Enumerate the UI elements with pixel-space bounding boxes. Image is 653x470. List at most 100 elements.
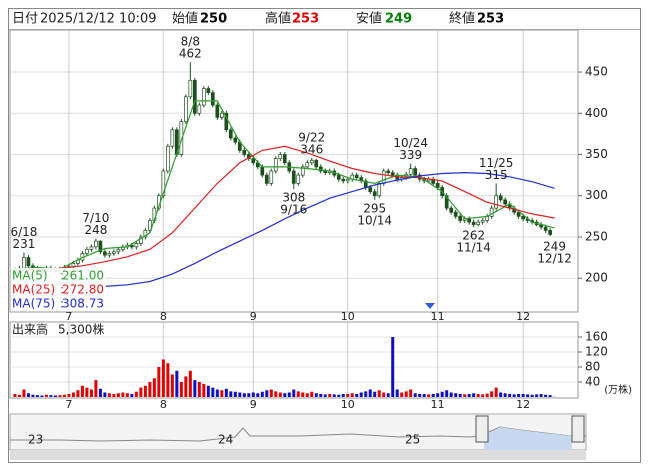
volume-bar xyxy=(188,370,192,397)
candle-body xyxy=(98,240,103,253)
volume-pane xyxy=(9,321,579,399)
volume-bar xyxy=(152,378,156,397)
x-tick-label: 11 xyxy=(431,398,445,411)
x-tick-label: 12 xyxy=(516,398,530,411)
candle-body xyxy=(458,216,463,221)
volume-bar xyxy=(103,392,107,397)
x-tick-label: 8 xyxy=(160,398,167,411)
annotation-date: 9/22 xyxy=(298,130,325,144)
volume-bar xyxy=(107,393,111,397)
candle-body xyxy=(296,174,301,184)
x-tick-label: 7 xyxy=(65,398,72,411)
volume-bar xyxy=(458,394,462,397)
marker xyxy=(425,303,435,309)
volume-bar xyxy=(548,395,552,397)
volume-bar xyxy=(233,391,237,397)
volume-bar xyxy=(283,393,287,397)
candle-body xyxy=(130,244,134,248)
header-value: 250 xyxy=(200,12,227,27)
volume-title: 出来高 xyxy=(12,322,48,337)
volume-bar xyxy=(89,389,93,397)
volume-bar xyxy=(499,392,503,397)
candle-body xyxy=(26,257,31,267)
y-tick-label: 250 xyxy=(585,229,608,243)
volume-bar xyxy=(503,393,507,397)
volume-bar xyxy=(67,394,71,397)
volume-bar xyxy=(440,391,444,397)
candle-body xyxy=(548,230,552,235)
volume-bar xyxy=(31,394,35,397)
volume-bar xyxy=(179,382,183,397)
candle-body xyxy=(197,104,202,114)
volume-bar xyxy=(292,389,296,397)
volume-bar xyxy=(476,394,480,397)
volume-bar xyxy=(436,393,440,397)
annotation-date: 11/25 xyxy=(479,156,514,170)
annotation-date: 12/12 xyxy=(537,251,572,265)
header-label: 始値 xyxy=(172,11,198,27)
annotation-date: 10/14 xyxy=(357,213,392,227)
annotation-value: 248 xyxy=(84,223,107,237)
candle-body xyxy=(170,129,175,147)
volume-bar xyxy=(512,394,516,397)
y-tick-label: 160 xyxy=(585,330,608,344)
candle-body xyxy=(166,145,170,172)
frame xyxy=(8,8,641,463)
volume-bar xyxy=(85,387,89,397)
volume-bar xyxy=(94,380,98,397)
volume-bar xyxy=(319,394,323,397)
volume-bar xyxy=(202,383,206,397)
volume-bar xyxy=(314,393,318,397)
annotation-value: 346 xyxy=(300,142,323,156)
volume-bar xyxy=(197,382,201,397)
y-tick-label: 80 xyxy=(585,360,600,374)
volume-bar xyxy=(58,395,62,397)
volume-bar xyxy=(422,394,426,397)
price-pane xyxy=(9,29,579,313)
header-value: 253 xyxy=(292,12,319,27)
volume-bar xyxy=(350,393,354,397)
navigator-handle[interactable] xyxy=(475,415,489,443)
navigator-handle[interactable] xyxy=(571,415,585,443)
volume-unit: (万株) xyxy=(604,383,632,396)
volume-bar xyxy=(517,394,521,397)
volume-bar xyxy=(413,393,417,397)
volume-latest: 5,300株 xyxy=(58,322,104,337)
volume-bar xyxy=(418,394,422,397)
candle-body xyxy=(161,170,166,197)
candle-body xyxy=(476,221,481,225)
candle-body xyxy=(278,154,283,159)
candle-body xyxy=(192,79,197,114)
legend-name: MA(5) xyxy=(12,269,48,283)
volume-bar xyxy=(170,374,174,397)
candle-body xyxy=(368,187,373,192)
volume-bar xyxy=(395,389,399,397)
candle-body xyxy=(354,174,359,178)
scrollbar[interactable] xyxy=(10,450,586,460)
candle-body xyxy=(467,218,472,223)
volume-bar xyxy=(44,394,48,397)
x-tick-label: 12 xyxy=(516,310,530,323)
candle-body xyxy=(251,158,256,164)
volume-bar xyxy=(13,394,17,397)
volume-bar xyxy=(337,394,341,397)
candle-body xyxy=(323,170,328,173)
candle-body xyxy=(305,162,310,168)
volume-bar xyxy=(310,391,314,397)
volume-bar xyxy=(80,385,84,397)
candle-body xyxy=(516,211,521,217)
candle-body xyxy=(444,195,449,209)
volume-bar xyxy=(206,385,210,397)
x-tick-label: 7 xyxy=(65,310,72,323)
volume-bar xyxy=(382,392,386,397)
annotation-value: 295 xyxy=(363,201,386,215)
candle-body xyxy=(224,112,229,131)
annotation-date: 7/10 xyxy=(82,211,109,225)
candle-body xyxy=(377,183,382,197)
candle-body xyxy=(112,251,116,254)
annotation-value: 462 xyxy=(179,47,202,61)
volume-bar xyxy=(386,393,390,397)
candle-body xyxy=(503,199,507,205)
candle-body xyxy=(269,170,274,184)
volume-bar xyxy=(62,394,66,397)
